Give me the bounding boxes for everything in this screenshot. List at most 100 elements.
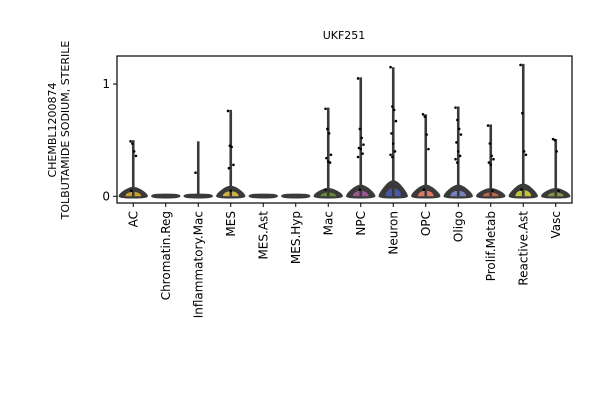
data-point-Reactive.Ast (522, 150, 526, 153)
data-point-Reactive.Ast (521, 111, 524, 115)
violin-tail-Prolif.Metab (489, 124, 493, 197)
violin-tail-Vasc (554, 139, 558, 197)
violin-tail-MES (229, 109, 233, 197)
x-tick-label: Prolif.Metab (484, 211, 498, 281)
violin-Oligo (443, 106, 473, 199)
data-point-AC (129, 139, 132, 143)
violin-Chromatin.Reg (151, 193, 181, 199)
data-point-OPC (421, 113, 425, 116)
x-tick-label: MES (224, 211, 238, 237)
data-point-NPC (356, 77, 360, 80)
violin-body-MES.Hyp (281, 193, 311, 199)
y-axis-label-line-2: TOLBUTAMIDE SODIUM, STERILE (59, 41, 72, 221)
data-point-Oligo (457, 127, 461, 131)
violin-MES (216, 109, 246, 199)
data-point-Vasc (555, 150, 558, 153)
data-point-Neuron (393, 150, 397, 153)
y-axis-label: CHEMBL1200874 TOLBUTAMIDE SODIUM, STERIL… (46, 41, 72, 221)
data-point-Prolif.Metab (486, 124, 490, 127)
data-point-NPC (360, 136, 363, 140)
data-point-Neuron (394, 119, 398, 123)
data-point-Oligo (456, 161, 459, 164)
x-tick-label: Neuron (386, 211, 400, 255)
data-point-AC (131, 142, 134, 145)
data-point-AC (132, 150, 136, 153)
x-tick-label: AC (126, 211, 140, 227)
data-point-Oligo (454, 106, 457, 109)
x-tick-label: Reactive.Ast (516, 211, 530, 286)
data-point-MES (229, 189, 233, 192)
data-point-Prolif.Metab (488, 142, 492, 145)
x-tick-label: NPC (354, 211, 368, 236)
x-axis: AC Chromatin.Reg Inflammatory.Mac MES MES.As… (126, 203, 563, 318)
data-point-Neuron (391, 155, 394, 159)
data-point-Oligo (454, 157, 457, 161)
data-point-OPC (425, 133, 428, 136)
data-point-Prolif.Metab (487, 161, 491, 164)
data-point-AC (130, 189, 133, 192)
data-point-OPC (422, 188, 426, 191)
violin-body-MES.Ast (248, 193, 278, 199)
data-point-Reactive.Ast (520, 188, 523, 191)
data-point-MES (230, 145, 233, 149)
data-point-Mac (327, 132, 331, 135)
plot-area (118, 63, 571, 199)
data-point-Mac (329, 153, 333, 157)
y-tick-label: 1 (102, 77, 110, 91)
data-point-Neuron (389, 65, 392, 69)
violin-tail-Mac (326, 107, 330, 197)
x-tick-label: Inflammatory.Mac (191, 211, 205, 318)
data-point-Neuron (391, 105, 394, 108)
data-point-Mac (324, 107, 327, 111)
violin-tail-Reactive.Ast (521, 63, 525, 197)
data-point-AC (134, 154, 138, 158)
y-axis-label-line-1: CHEMBL1200874 (46, 82, 59, 177)
violin-tail-NPC (359, 77, 363, 197)
data-point-Neuron (389, 153, 392, 157)
data-point-Vasc (553, 138, 557, 142)
data-point-NPC (358, 188, 362, 191)
violin-NPC (346, 77, 376, 199)
violin-Prolif.Metab (476, 124, 506, 199)
data-point-Neuron (391, 142, 395, 145)
violin-MES.Hyp (281, 193, 311, 199)
data-point-OPC (423, 115, 427, 118)
x-tick-label: OPC (419, 211, 433, 236)
data-point-MES (232, 163, 235, 167)
violin-Neuron (378, 65, 408, 199)
violin-MES.Ast (248, 193, 278, 199)
data-point-Oligo (456, 118, 459, 122)
data-point-Inflammatory.Mac (194, 171, 197, 175)
plot-frame (116, 55, 573, 204)
data-point-Mac (326, 127, 329, 131)
data-point-Mac (324, 188, 327, 191)
y-tick-label: 0 (102, 189, 110, 203)
violin-OPC (411, 113, 441, 199)
data-point-Neuron (390, 132, 393, 135)
data-point-MES (226, 109, 230, 113)
data-point-Prolif.Metab (490, 154, 493, 158)
data-point-NPC (359, 147, 363, 151)
violin-tail-Neuron (391, 67, 395, 197)
x-tick-label: Mac (321, 211, 335, 235)
x-tick-label: MES.Ast (256, 211, 270, 260)
data-point-NPC (356, 155, 360, 159)
data-point-Reactive.Ast (524, 153, 528, 157)
data-point-MES (227, 166, 231, 170)
x-tick-label: Vasc (549, 211, 563, 238)
data-point-Oligo (455, 141, 458, 144)
data-point-Neuron (392, 108, 396, 112)
data-point-NPC (361, 152, 364, 155)
violin-Inflammatory.Mac (183, 141, 213, 199)
data-point-NPC (362, 143, 365, 146)
data-point-Prolif.Metab (489, 163, 493, 167)
data-point-Oligo (459, 133, 463, 136)
violin-Mac (313, 107, 343, 199)
chart-title: UKF251 (323, 29, 366, 42)
data-point-Vasc (557, 189, 560, 192)
violin-tail-OPC (424, 114, 428, 197)
violin-Vasc (541, 137, 571, 199)
x-tick-label: Oligo (451, 211, 465, 242)
x-tick-label: Chromatin.Reg (159, 211, 173, 300)
